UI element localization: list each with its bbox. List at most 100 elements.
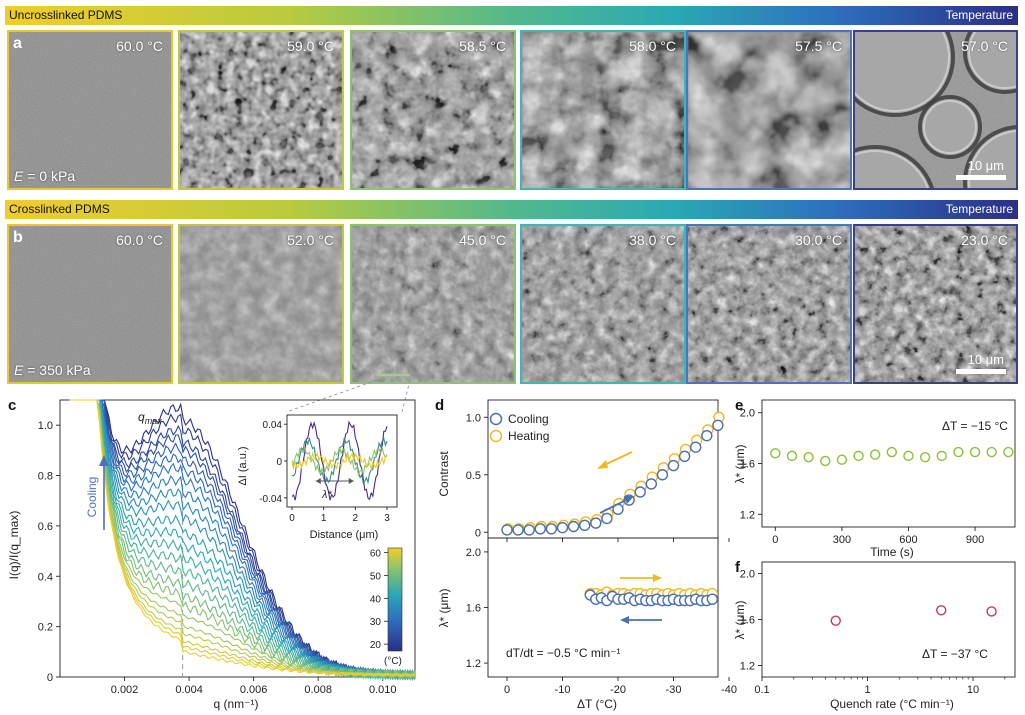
cooling-contrast-point [601, 512, 613, 525]
cooling-lambda-point [690, 593, 702, 605]
cooling-lambda-point [628, 594, 641, 607]
cooling-contrast-point [678, 450, 691, 463]
colorbar-unit: (°C) [384, 656, 402, 667]
cooling-contrast-point [645, 478, 657, 490]
heating-lambda-point [684, 587, 696, 600]
spectrum-curve [69, 399, 416, 681]
colorbar-tick-label: 50 [370, 571, 382, 582]
legend-heating-marker [489, 429, 503, 443]
x-tick-label: 0.010 [369, 684, 397, 696]
y-tick-label: 1.6 [466, 603, 481, 615]
cooling-contrast-point [667, 459, 680, 472]
cooling-lambda-point [684, 594, 696, 607]
cooling-arrow-top [599, 496, 634, 514]
heating-lambda-point [606, 589, 619, 601]
spectrum-curve [69, 399, 416, 681]
panel-d-letter: d [435, 397, 444, 414]
scale-bar [956, 175, 1006, 180]
panel-f-letter: f [735, 559, 741, 576]
panel-f-xlabel: Quench rate (°C min⁻¹) [830, 697, 954, 711]
modulus-symbol: E [14, 168, 24, 184]
x-tick-label: -40 [721, 684, 737, 696]
inset-y-tick-label: -0.04 [259, 494, 282, 505]
crosslinked-label: Crosslinked PDMS [9, 202, 110, 216]
panel-c-letter: c [8, 397, 16, 414]
x-tick-label: 900 [966, 534, 984, 546]
plot-frame [761, 399, 1016, 528]
x-tick-label: 0.002 [111, 684, 139, 696]
heating-lambda-point [667, 589, 680, 601]
cooling-contrast-point [567, 520, 580, 533]
modulus-label: E = 0 kPa [14, 168, 75, 184]
x-tick-label: 1 [864, 684, 870, 696]
y-tick-label: 2.0 [740, 408, 755, 420]
legend-heating-label: Heating [508, 429, 549, 443]
heating-lambda-point [601, 586, 613, 598]
modulus-value: = 350 kPa [23, 362, 91, 378]
row-b-micrograph-6: 23.0 °C 10 μm [853, 224, 1018, 384]
row-a-micrograph-1: 60.0 °C a E = 0 kPa [7, 30, 173, 190]
row-a-micrograph-3: 58.5 °C [350, 30, 516, 190]
heating-lambda-point [706, 587, 719, 600]
cooling-contrast-point [590, 517, 602, 529]
y-tick-label: 1.2 [466, 658, 481, 670]
x-tick-label: 0 [772, 534, 778, 546]
heating-lambda-point [701, 589, 713, 601]
lambda-time-point [820, 455, 831, 467]
heating-arrow-top [597, 451, 633, 469]
spectrum-curve [69, 399, 416, 681]
cooling-contrast-point [512, 524, 524, 536]
heating-contrast-point [580, 516, 592, 528]
spectrum-curve [69, 399, 416, 681]
row-a-micrograph-6: 57.0 °C 10 μm [853, 30, 1018, 190]
x-tick-label: 0.004 [175, 684, 203, 696]
colorbar-tick-label: 60 [370, 549, 382, 560]
uncrosslinked-temperature-bar: Uncrosslinked PDMS Temperature [5, 6, 1018, 25]
spectrum-curve [69, 399, 416, 681]
heating-contrast-point [535, 520, 547, 533]
inset-x-tick-label: 3 [384, 513, 390, 524]
colorbar-tick-label: 20 [370, 640, 382, 651]
heating-contrast-point [646, 471, 658, 483]
cooling-lambda-point [701, 594, 713, 607]
spectrum-curve [69, 399, 416, 677]
heating-lambda-point [623, 589, 635, 601]
row-b-micrograph-5: 30.0 °C [686, 224, 852, 384]
row-a-micrograph-2: 59.0 °C [178, 30, 344, 190]
y-tick-label: 1.0 [38, 420, 53, 432]
cooling-contrast-point [656, 469, 669, 481]
y-tick-label: 1.2 [740, 661, 755, 673]
spectrum-curve [69, 399, 416, 681]
spectrum-curve [69, 399, 416, 681]
temperature-label-b: Temperature [945, 202, 1013, 216]
cooling-lambda-point [706, 593, 719, 605]
inset-xlabel: Distance (μm) [310, 529, 379, 541]
cooling-lambda-point [640, 594, 652, 607]
spectrum-curve [69, 399, 415, 677]
cooling-contrast-point [556, 521, 569, 534]
heating-lambda-point [617, 587, 630, 600]
legend-cooling-marker [489, 412, 503, 426]
panel-d-top-ylabel: Contrast [437, 451, 451, 497]
heating-contrast-point [524, 521, 536, 534]
temperature-label: 58.0 °C [629, 38, 676, 54]
y-tick-label: 0.4 [38, 571, 53, 583]
cooling-arrow-bottom [620, 616, 662, 624]
cooling-contrast-point [501, 524, 513, 536]
cooling-lambda-point [645, 594, 657, 607]
inset-trace [291, 436, 388, 486]
panel-letter: a [13, 35, 22, 52]
cooling-lambda-point [634, 593, 646, 605]
lambda-time-point [953, 446, 964, 458]
x-tick-label: -30 [666, 684, 682, 696]
heating-arrow-bottom [620, 574, 662, 582]
cooling-contrast-point [690, 441, 702, 453]
cooling-lambda-point [590, 593, 602, 605]
heating-lambda-point [645, 587, 657, 600]
temperature-label-a: Temperature [945, 8, 1013, 22]
spectrum-curve [69, 399, 416, 678]
cooling-lambda-point [617, 593, 630, 605]
cooling-contrast-point [523, 524, 535, 536]
lambda-time-point [770, 448, 781, 459]
y-tick-label: 0 [47, 672, 53, 684]
